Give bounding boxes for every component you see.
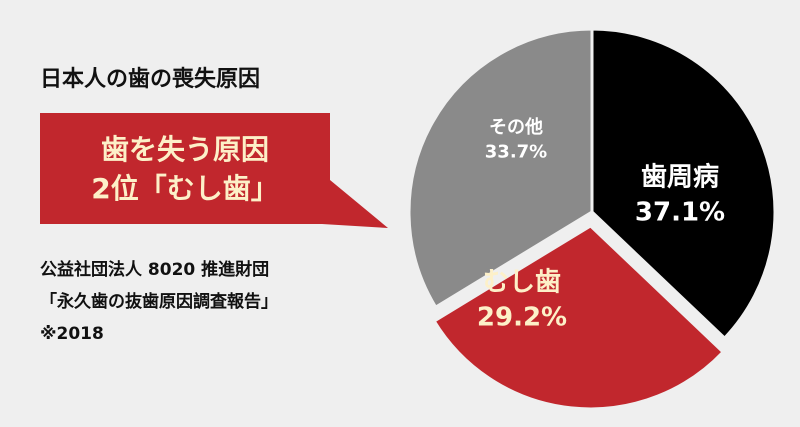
source-text: 公益社団法人 8020 推進財団 [40,259,269,280]
source-text: 「永久歯の抜歯原因調査報告」 [40,291,278,312]
callout-text: 歯を失う原因 [101,133,269,166]
value-label: 29.2% [477,303,567,333]
source-text: ※2018 [40,324,104,344]
slice-label: その他 [489,116,543,138]
pie-slice [590,27,777,341]
chart-title: 日本人の歯の喪失原因 [40,66,260,92]
pie-slice [407,27,594,310]
value-label: 37.1% [635,198,725,228]
pie-slice [432,224,726,411]
slice-label: むし歯 [483,268,561,298]
value-label: 33.7% [485,141,547,162]
slice-label: 歯周病 [641,163,719,193]
callout-text: 2位「むし歯」 [91,172,278,205]
callout-box [40,113,388,228]
